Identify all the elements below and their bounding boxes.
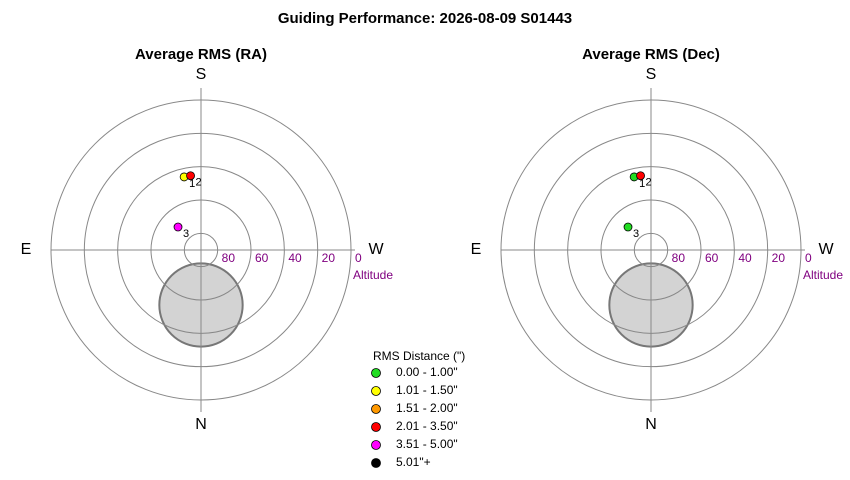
r-axis-label: Altitude (803, 268, 843, 282)
point-label: 1 (639, 178, 645, 190)
rms-point (636, 171, 645, 181)
r-tick-label: 40 (738, 251, 752, 265)
legend-marker (371, 422, 381, 432)
legend-marker (371, 386, 381, 396)
r-tick-label: 60 (255, 251, 269, 265)
r-tick-label: 80 (222, 251, 236, 265)
rms-point (173, 222, 183, 232)
point-label: 3 (183, 228, 189, 240)
page-title: Guiding Performance: 2026-08-09 S01443 (278, 10, 572, 27)
r-tick-label: 20 (322, 251, 336, 265)
legend-marker (371, 440, 381, 450)
direction-label: W (368, 241, 384, 258)
altitude-ring (50, 99, 352, 401)
r-axis-label: Altitude (353, 268, 393, 282)
direction-label: S (646, 66, 657, 83)
legend-label: 5.01"+ (396, 455, 431, 469)
altitude-ring (533, 132, 769, 368)
legend-label: 2.01 - 3.50" (396, 419, 458, 433)
r-tick-label: 40 (288, 251, 302, 265)
legend-label: 1.51 - 2.00" (396, 401, 458, 415)
point-label: 2 (196, 177, 202, 189)
chart-title: Average RMS (Dec) (582, 46, 720, 63)
r-tick-label: 0 (805, 251, 812, 265)
direction-label: E (21, 241, 32, 258)
altitude-ring (150, 199, 252, 301)
altitude-ring (633, 232, 669, 268)
altitude-ring (117, 166, 285, 334)
r-tick-label: 80 (672, 251, 686, 265)
altitude-ring (500, 99, 802, 401)
legend-label: 3.51 - 5.00" (396, 437, 458, 451)
rms-point (186, 171, 195, 181)
direction-label: N (195, 416, 207, 433)
r-tick-label: 20 (772, 251, 786, 265)
direction-label: W (818, 241, 834, 258)
direction-label: S (196, 66, 207, 83)
point-label: 3 (633, 228, 639, 240)
altitude-ring (183, 232, 219, 268)
direction-label: E (471, 241, 482, 258)
point-label: 1 (189, 178, 195, 190)
r-tick-label: 0 (355, 251, 362, 265)
legend-title: RMS Distance (") (373, 349, 465, 363)
r-tick-label: 60 (705, 251, 719, 265)
altitude-ring (567, 166, 735, 334)
legend-label: 1.01 - 1.50" (396, 383, 458, 397)
legend-marker (371, 458, 381, 468)
rms-point (623, 222, 633, 232)
legend-marker (371, 404, 381, 414)
legend-label: 0.00 - 1.00" (396, 365, 458, 379)
point-label: 2 (646, 177, 652, 189)
direction-label: N (645, 416, 657, 433)
chart-title: Average RMS (RA) (135, 46, 267, 63)
legend-marker (371, 368, 381, 378)
altitude-ring (600, 199, 702, 301)
altitude-ring (83, 132, 319, 368)
